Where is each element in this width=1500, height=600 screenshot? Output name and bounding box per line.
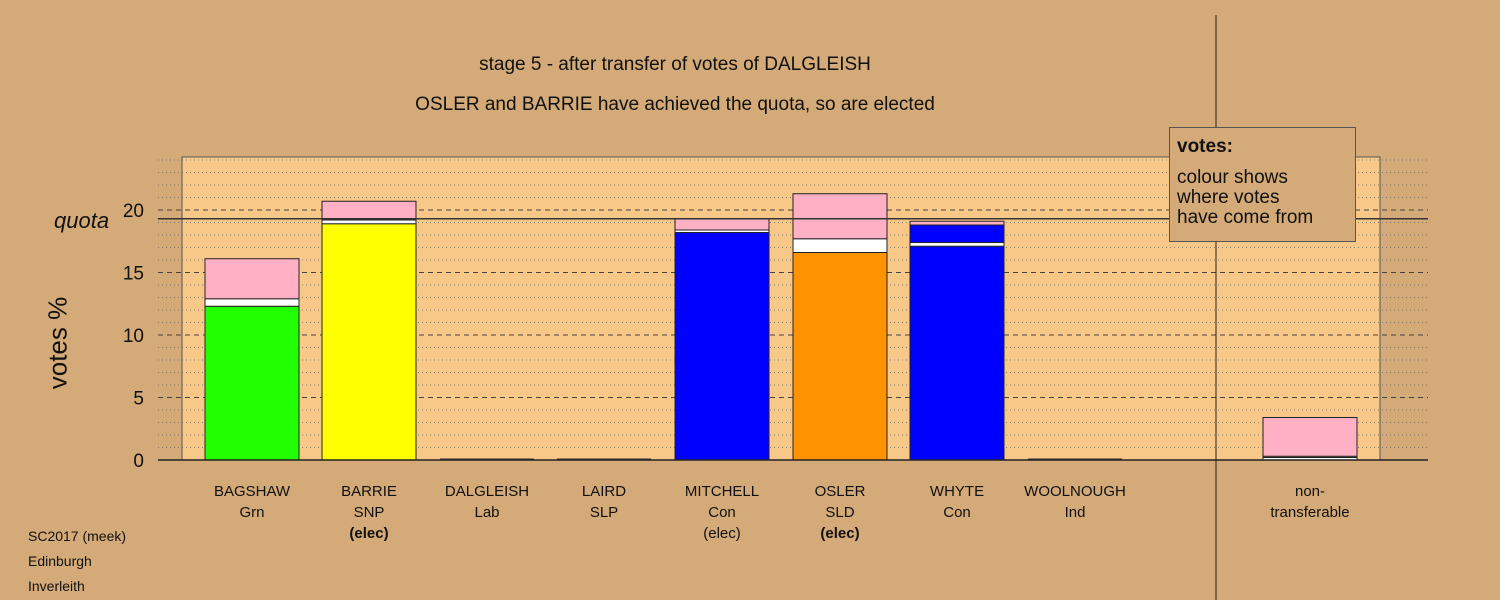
- candidate-party: SLP: [589, 504, 619, 521]
- source-constituency: Inverleith: [28, 578, 85, 594]
- candidate-name: OSLER: [814, 483, 866, 500]
- y-tick-label: 15: [123, 264, 144, 285]
- bar-segment: [674, 232, 770, 461]
- candidate-status: (elec): [349, 525, 389, 542]
- candidate-party: Lab: [474, 504, 500, 521]
- bar-segment: [792, 238, 888, 253]
- legend-heading: votes:: [1177, 136, 1233, 157]
- bars: [204, 193, 1358, 461]
- bar-segment: [321, 223, 417, 461]
- candidate-name: WOOLNOUGH: [1024, 483, 1126, 500]
- candidate-label: WHYTE Con: [892, 481, 1022, 523]
- candidate-name: non-: [1294, 483, 1326, 500]
- bar-segment: [204, 258, 300, 300]
- candidate-party: transferable: [1270, 504, 1350, 521]
- y-tick-label: 5: [133, 389, 144, 410]
- y-tick-label: 0: [133, 451, 144, 472]
- bar-segment: [909, 220, 1005, 226]
- bar-segment: [321, 219, 417, 225]
- candidate-label: BAGSHAW Grn: [187, 481, 317, 523]
- legend-box: votes: colour shows where votes have com…: [1169, 127, 1356, 242]
- candidate-label: DALGLEISH Lab: [422, 481, 552, 523]
- candidate-name: LAIRD: [581, 483, 627, 500]
- candidate-name: MITCHELL: [684, 483, 760, 500]
- chart-subtitle: OSLER and BARRIE have achieved the quota…: [415, 94, 935, 115]
- candidate-party: Ind: [1064, 504, 1086, 521]
- bar-segment: [909, 245, 1005, 461]
- candidate-name: BAGSHAW: [213, 483, 291, 500]
- y-tick-label: 20: [123, 201, 144, 222]
- candidate-status: (elec): [820, 525, 860, 542]
- bar-segment: [792, 252, 888, 461]
- y-axis-label: votes %: [42, 296, 73, 390]
- candidate-label: MITCHELL Con (elec): [657, 481, 787, 544]
- legend-line: colour shows: [1177, 167, 1288, 188]
- candidate-label: non-transferable: [1245, 481, 1375, 523]
- candidate-name: BARRIE: [341, 483, 397, 500]
- legend-line: where votes: [1177, 187, 1280, 208]
- candidate-label: BARRIE SNP (elec): [304, 481, 434, 544]
- candidate-label: LAIRD SLP: [539, 481, 669, 523]
- candidate-party: Grn: [239, 504, 265, 521]
- bar-segment: [674, 218, 770, 231]
- quota-label: quota: [54, 208, 110, 233]
- y-tick-label: 10: [123, 326, 144, 347]
- candidate-party: SLD: [825, 504, 855, 521]
- bar-segment: [204, 298, 300, 307]
- candidate-label: WOOLNOUGH Ind: [1010, 481, 1140, 523]
- legend-line: have come from: [1177, 207, 1314, 228]
- source-region: Edinburgh: [28, 553, 92, 569]
- bar-segment: [204, 305, 300, 461]
- bar-segment: [909, 242, 1005, 247]
- bar-segment: [321, 200, 417, 221]
- candidate-name: WHYTE: [929, 483, 985, 500]
- candidate-name: DALGLEISH: [444, 483, 530, 500]
- candidate-label: OSLER SLD (elec): [775, 481, 905, 544]
- candidate-status: (elec): [703, 525, 741, 542]
- source-label: SC2017 (meek): [28, 528, 127, 544]
- candidate-party: Con: [708, 504, 736, 521]
- bar-segment: [909, 224, 1005, 243]
- bar-segment: [792, 193, 888, 240]
- candidate-party: Con: [943, 504, 971, 521]
- chart-title: stage 5 - after transfer of votes of DAL…: [479, 54, 871, 75]
- y-axis-ticks: 0 5 10 15 20: [123, 201, 144, 472]
- bar-segment: [1262, 417, 1358, 457]
- candidate-party: SNP: [353, 504, 385, 521]
